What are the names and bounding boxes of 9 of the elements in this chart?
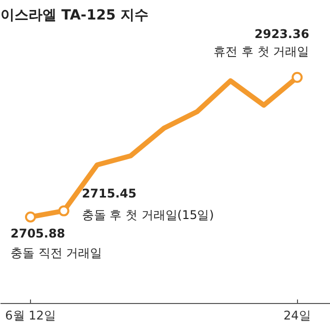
x-tick-label: 24일 [284,308,311,322]
data-label: 2923.36 [254,26,310,41]
data-label: 2705.88 [10,226,66,240]
x-tick-label: 6월 12일 [5,308,56,322]
annotation: 충돌 후 첫 거래일(15일) [82,208,214,222]
text: 충돌 직전 거래일 [10,246,102,260]
text: 휴전 후 첫 거래일 [214,44,310,58]
data-label: 2715.45 [82,186,136,200]
chart-title: 이스라엘 TA-125 지수 [0,8,149,24]
